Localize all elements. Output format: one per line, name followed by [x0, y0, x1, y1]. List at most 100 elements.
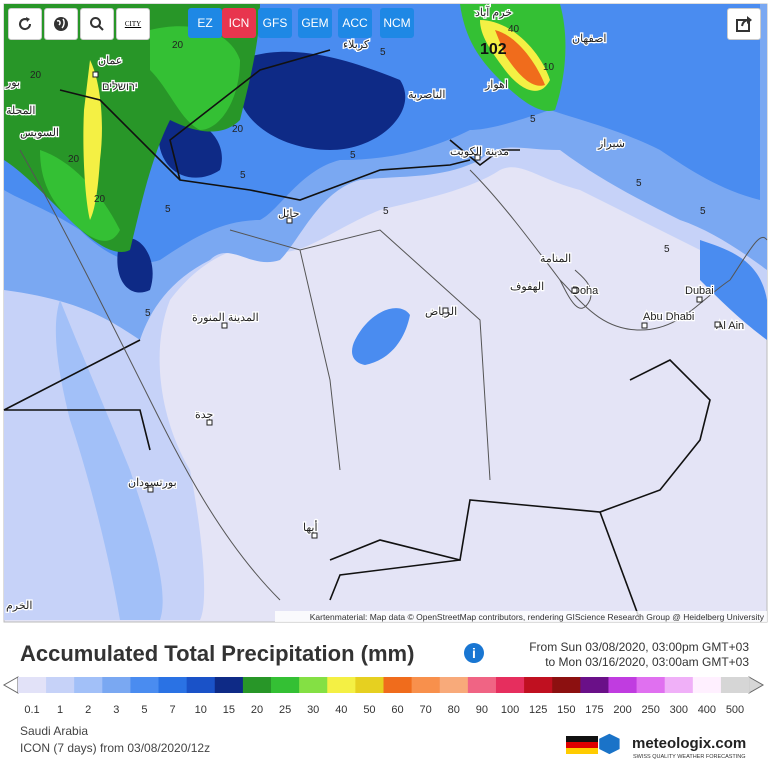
globe-icon — [54, 17, 68, 31]
legend-label: 60 — [391, 704, 403, 716]
place-label: الناصرية — [408, 89, 445, 101]
legend-swatch — [17, 677, 47, 693]
model-button[interactable]: GEM — [298, 8, 332, 38]
legend-swatch — [102, 677, 131, 693]
legend-swatch — [383, 677, 413, 693]
place-label: كربلاء — [343, 39, 370, 51]
max-value-label: 102 — [480, 41, 507, 58]
legend-swatch — [411, 677, 441, 693]
map: خرم آباد اصفهان كربلاء 102 عمان ירושלים … — [3, 3, 768, 623]
legend-label: 3 — [113, 704, 119, 716]
legend-label: 10 — [195, 704, 207, 716]
contour-label: 5 — [350, 150, 356, 161]
legend-swatch — [74, 677, 103, 693]
legend-label: 250 — [641, 704, 659, 716]
legend-label: 100 — [501, 704, 519, 716]
legend-label: 500 — [726, 704, 744, 716]
legend-swatch — [692, 677, 722, 693]
legend-label: 90 — [476, 704, 488, 716]
legend-swatch — [524, 677, 553, 693]
place-label: شيراز — [597, 138, 625, 150]
legend-swatch — [439, 677, 469, 693]
model-button[interactable]: ACC — [338, 8, 372, 38]
legend: 0.1 1 2 3 5 7 10 15 20 25 30 40 50 60 70 80 90 100 125 150 1… — [2, 676, 765, 716]
legend-swatch — [608, 677, 638, 693]
place-label: الهفوف — [510, 281, 544, 293]
contour-label: 20 — [232, 124, 244, 135]
zoom-button[interactable] — [80, 8, 114, 40]
place-label: بور — [5, 77, 20, 89]
legend-swatch — [580, 677, 609, 693]
legend-label: 40 — [335, 704, 347, 716]
contour-label: 5 — [380, 47, 386, 58]
place-label: الخرم — [6, 600, 32, 612]
title: Accumulated Total Precipitation (mm) — [20, 641, 415, 666]
contour-label: 5 — [664, 244, 670, 255]
place-label: Doha — [572, 285, 599, 297]
region: Saudi Arabia — [20, 724, 89, 738]
contour-label: 5 — [636, 178, 642, 189]
place-label: عمان — [98, 55, 122, 67]
contour-label: 5 — [383, 206, 389, 217]
legend-label: 150 — [557, 704, 575, 716]
refresh-button[interactable] — [8, 8, 42, 40]
legend-label: 400 — [698, 704, 716, 716]
legend-swatch — [552, 677, 581, 693]
attribution: Kartenmaterial: Map data © OpenStreetMap… — [310, 612, 765, 622]
place-label: خرم آباد — [475, 6, 512, 19]
contour-label: 5 — [700, 206, 706, 217]
place-label: اصفهان — [572, 33, 606, 45]
legend-label: 15 — [223, 704, 235, 716]
info-button[interactable]: i — [464, 643, 484, 663]
model-button[interactable]: GFS — [258, 8, 292, 38]
precip-field — [4, 4, 767, 620]
place-label: اهواز — [484, 79, 508, 91]
contour-label: 20 — [94, 194, 106, 205]
contour-label: 20 — [30, 70, 42, 81]
legend-swatch — [495, 677, 525, 693]
period-to: to Mon 03/16/2020, 03:00am GMT+03 — [545, 655, 749, 669]
legend-swatch — [327, 677, 356, 693]
model-button[interactable]: NCM — [380, 8, 414, 38]
model-button[interactable]: EZ — [188, 8, 222, 38]
brand-name: meteologix.com — [632, 735, 746, 752]
coast-lines — [19, 149, 768, 601]
place-label: الرياض — [425, 306, 457, 318]
legend-swatch — [214, 677, 244, 693]
model-button[interactable]: ICN — [222, 8, 256, 38]
legend-swatch — [720, 677, 750, 693]
legend-label: 125 — [529, 704, 547, 716]
globe-button[interactable] — [44, 8, 78, 40]
legend-swatch — [271, 677, 300, 693]
places: خرم آباد اصفهان كربلاء 102 عمان ירושלים … — [4, 5, 746, 614]
legend-arrow-right — [748, 676, 765, 694]
legend-label: 175 — [585, 704, 603, 716]
place-label: حائل — [278, 208, 300, 220]
city-button[interactable]: CITY — [116, 8, 150, 40]
legend-swatch — [158, 677, 188, 693]
place-label: المدينة المنورة — [192, 312, 259, 324]
legend-label: 20 — [251, 704, 263, 716]
borders — [3, 49, 711, 621]
contour-label: 5 — [145, 308, 151, 319]
legend-arrow-left — [2, 676, 19, 694]
legend-label: 30 — [307, 704, 319, 716]
contour-label: 5 — [530, 114, 536, 125]
period-from: From Sun 03/08/2020, 03:00pm GMT+03 — [529, 640, 749, 654]
legend-swatch — [636, 677, 666, 693]
legend-label: 7 — [170, 704, 176, 716]
legend-swatch — [355, 677, 384, 693]
legend-swatch — [299, 677, 328, 693]
legend-label: 5 — [141, 704, 147, 716]
legend-swatch — [467, 677, 497, 693]
place-label: Abu Dhabi — [643, 311, 694, 323]
contour-labels: 20 20 20 20 20 5 5 5 5 5 5 5 5 5 5 40 10 — [30, 24, 706, 319]
contour-label: 20 — [172, 40, 184, 51]
share-button[interactable] — [727, 8, 761, 40]
legend-label: 0.1 — [24, 704, 39, 716]
place-label: جدة — [195, 409, 213, 421]
refresh-icon — [19, 17, 32, 31]
legend-swatch — [186, 677, 216, 693]
legend-label: 70 — [420, 704, 432, 716]
